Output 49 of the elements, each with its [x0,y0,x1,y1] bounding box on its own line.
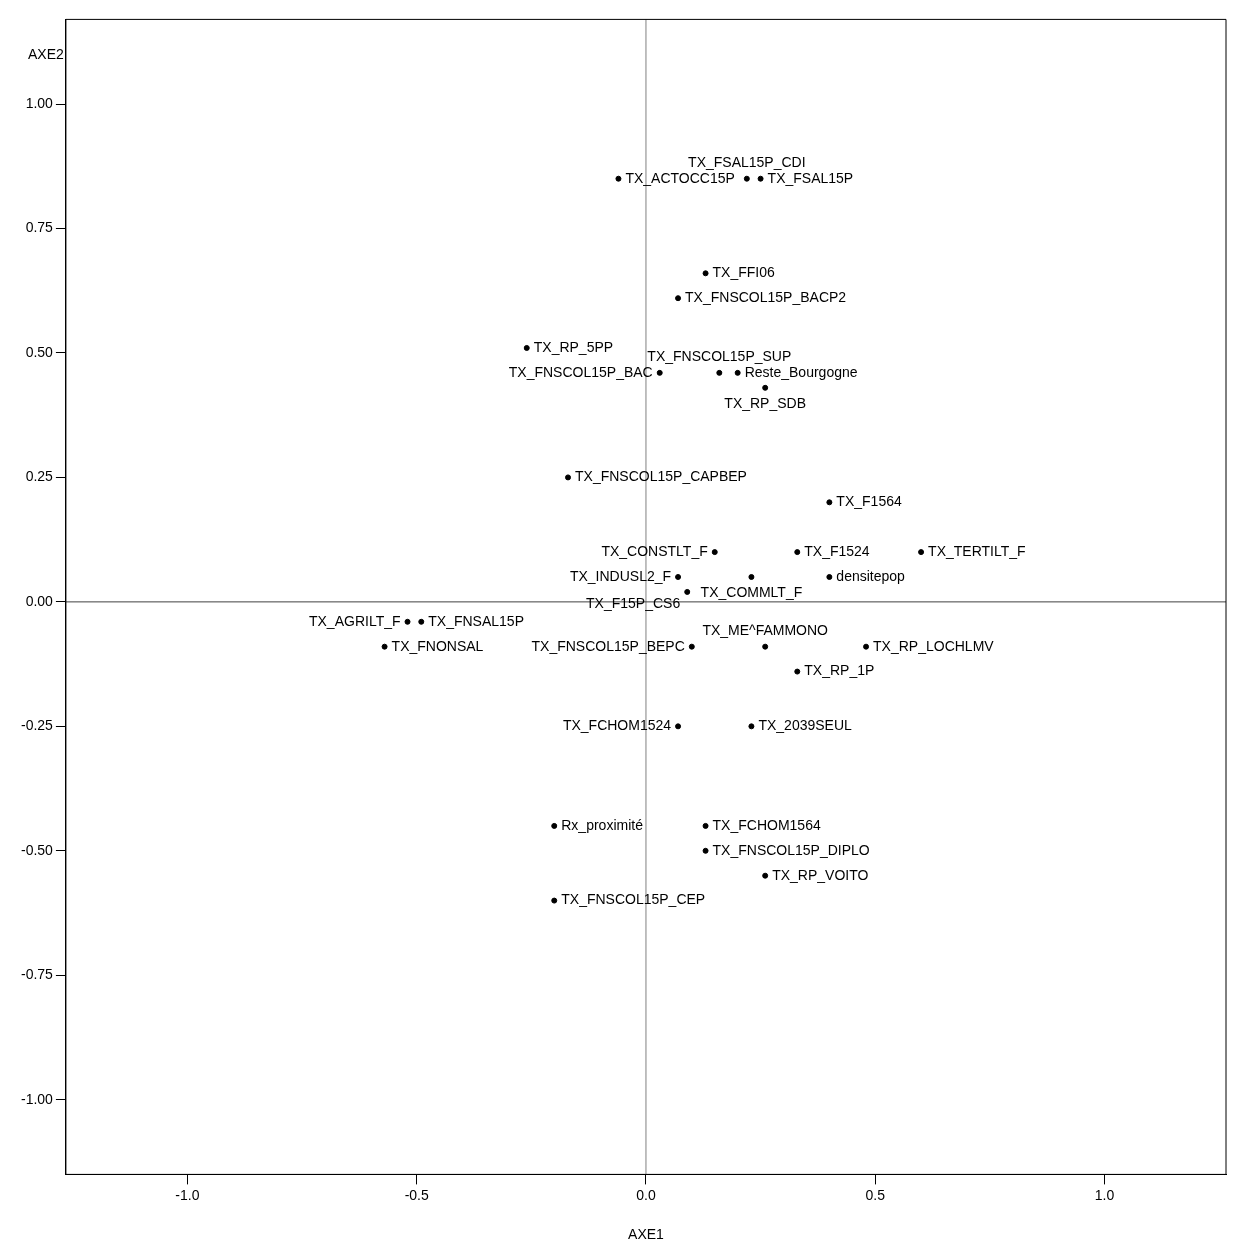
annotation: TX_FFI06 [712,264,776,281]
annotation: densitepop [836,567,906,584]
annotation: TX_FSAL15P_CDI [688,153,806,170]
y-tick-label: -0.50 [20,841,54,858]
x-tick-label: 0.0 [636,1186,656,1203]
annotation: TX_FSAL15P [767,169,854,186]
y-tick-label: 0.25 [25,468,54,485]
y-tick-label: -0.25 [20,717,54,734]
annotation: TX_RP_LOCHLMV [873,637,995,654]
annotation: TX_INDUSL2_F [569,567,672,584]
annotation: Rx_proximité [561,816,644,833]
annotation: TX_FNSCOL15P_DIPLO [712,841,870,858]
annotation: TX_TERTILT_F [928,542,1026,559]
annotation: TX_F1524 [804,542,870,559]
x-tick-label: 1.0 [1094,1186,1115,1203]
x-axis-title: AXE1 [628,1226,665,1243]
annotation: TX_ACTOCC15P [625,169,735,186]
y-tick-label: -1.00 [20,1090,54,1107]
x-tick-label: -1.0 [175,1186,200,1203]
annotation: TX_FNSCOL15P_BEPC [531,637,685,654]
annotation: TX_RP_SDB [724,394,807,411]
annotation: TX_F15P_CS6 [586,594,681,611]
annotation: Reste_Bourgogne [744,363,858,380]
annotation: TX_FNSCOL15P_BACP2 [685,289,847,306]
y-tick-label: -0.75 [20,966,54,983]
annotation: TX_2039SEUL [758,717,853,734]
annotation: TX_COMMLT_F [700,583,803,600]
annotation: TX_F1564 [836,493,902,510]
y-axis-title: AXE2 [28,46,65,63]
annotation: TX_FNSCOL15P_SUP [647,347,792,364]
x-tick-label: 0.5 [865,1186,886,1203]
annotation: TX_FNSCOL15P_CEP [561,891,706,908]
annotation: TX_RP_1P [804,662,875,679]
annotation: TX_AGRILT_F [308,612,401,629]
y-tick-label: 1.00 [25,94,54,111]
x-tick-label: -0.5 [404,1186,429,1203]
y-tick-label: 0.50 [25,343,54,360]
annotation: TX_ME^FAMMONO [702,621,829,638]
annotation: TX_RP_VOITO [772,866,869,883]
annotation: TX_FNONSAL [391,637,484,654]
y-tick-label: 0.75 [25,219,54,236]
y-tick-label: 0.00 [25,592,54,609]
annotation: TX_FCHOM1524 [562,717,672,734]
annotation: TX_CONSTLT_F [601,542,708,559]
annotation: TX_RP_5PP [533,338,614,355]
annotation: TX_FNSAL15P [428,612,524,629]
annotation: TX_FCHOM1564 [712,816,821,833]
annotation: TX_FNSCOL15P_BAC [508,363,653,380]
annotation: TX_FNSCOL15P_CAPBEP [575,468,747,485]
